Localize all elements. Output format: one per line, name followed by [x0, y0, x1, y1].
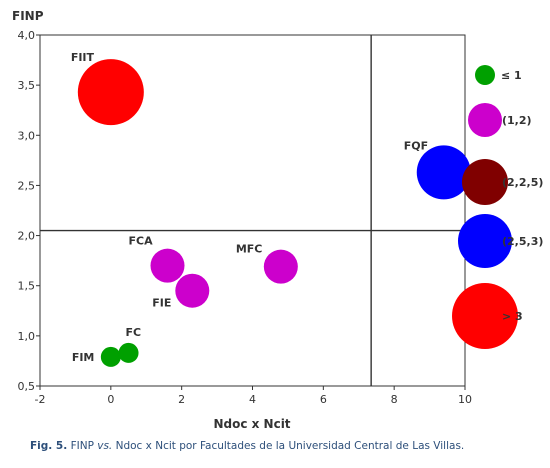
- x-tick-label: 10: [458, 393, 472, 406]
- bubble-label-fiit: FIIT: [71, 51, 95, 64]
- x-tick-label: 0: [107, 393, 114, 406]
- y-tick-label: 3,0: [18, 129, 36, 142]
- legend-label-3: (2,2,5): [502, 176, 543, 189]
- y-tick-label: 2,5: [18, 179, 36, 192]
- bubble-label-fc: FC: [126, 326, 142, 339]
- x-axis-ticks: -2 0 2 4 6 8 10: [35, 386, 472, 406]
- bubble-label-fim: FIM: [72, 351, 95, 364]
- bubble-fiit: [77, 59, 144, 126]
- x-axis-title: Ndoc x Ncit: [213, 417, 290, 431]
- x-tick-label: 2: [178, 393, 185, 406]
- bubble-label-fqf: FQF: [404, 139, 428, 152]
- bubble-fca: [150, 248, 185, 283]
- legend-swatch-1: [475, 65, 495, 85]
- bubble-fqf: [416, 145, 471, 200]
- y-axis-title: FINP: [12, 9, 44, 23]
- caption-text-1: FINP: [67, 440, 98, 452]
- figure-caption: Fig. 5. FINP vs. Ndoc x Ncit por Faculta…: [30, 440, 545, 452]
- bubbles: [77, 59, 471, 367]
- legend-swatch-3: [462, 159, 508, 205]
- bubble-chart: 0,51,01,52,02,53,03,54,0 -2 0 2 4 6 8 10 FINP …: [12, 9, 543, 431]
- y-tick-label: 3,5: [18, 79, 36, 92]
- x-tick-label: -2: [35, 393, 46, 406]
- legend-swatch-5: [452, 283, 518, 349]
- bubble-fim: [100, 346, 121, 367]
- bubble-fie: [175, 273, 210, 308]
- legend-label-1: ≤ 1: [501, 69, 522, 82]
- reference-lines: [40, 35, 485, 386]
- bubble-mfc: [263, 249, 298, 284]
- legend-swatch-4: [458, 214, 512, 268]
- x-tick-label: 8: [391, 393, 398, 406]
- legend: ≤ 1 (1,2) (2,2,5) (2,5,3) > 3: [452, 65, 543, 349]
- y-tick-label: 2,0: [18, 230, 36, 243]
- caption-text-2: Ndoc x Ncit por Facultades de la Univers…: [112, 440, 465, 452]
- y-tick-label: 1,5: [18, 280, 36, 293]
- caption-vs: vs.: [97, 440, 113, 452]
- y-tick-label: 0,5: [18, 380, 36, 393]
- y-tick-label: 1,0: [18, 330, 36, 343]
- x-tick-label: 4: [249, 393, 256, 406]
- legend-label-4: (2,5,3): [502, 235, 543, 248]
- y-axis-ticks: 0,5 1,0 1,5 2,0 2,5 3,0 3,5 4,0: [18, 29, 40, 393]
- legend-label-2: (1,2): [502, 114, 532, 127]
- legend-label-5: > 3: [502, 310, 523, 323]
- bubble-fc: [118, 342, 139, 363]
- bubble-label-mfc: MFC: [236, 243, 263, 256]
- x-tick-label: 6: [320, 393, 327, 406]
- y-tick-label: 4,0: [18, 29, 36, 42]
- bubble-label-fca: FCA: [129, 235, 154, 248]
- bubble-label-fie: FIE: [152, 297, 171, 310]
- legend-swatch-2: [468, 103, 502, 137]
- figure-number: Fig. 5.: [30, 440, 68, 452]
